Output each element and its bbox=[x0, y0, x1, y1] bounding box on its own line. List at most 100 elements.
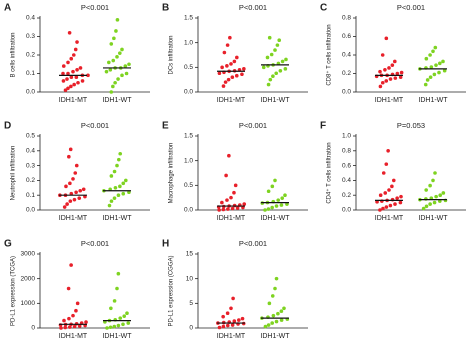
data-point bbox=[283, 193, 287, 197]
y-tick-label: 0.3 bbox=[26, 33, 35, 40]
data-point bbox=[386, 149, 390, 153]
data-point bbox=[388, 203, 393, 208]
data-point bbox=[395, 71, 400, 76]
data-point bbox=[270, 205, 274, 210]
data-point bbox=[72, 82, 76, 87]
x-tick-label: IDH1-WT bbox=[102, 333, 132, 340]
data-point bbox=[399, 194, 403, 199]
data-point bbox=[126, 321, 131, 325]
y-tick-label: 1.0 bbox=[184, 157, 193, 164]
data-point bbox=[118, 51, 122, 55]
p-value: P<0.001 bbox=[81, 239, 109, 248]
y-tick-label: 3000 bbox=[21, 251, 36, 258]
data-point bbox=[109, 174, 114, 178]
data-point bbox=[112, 299, 117, 303]
data-point bbox=[118, 184, 122, 189]
data-point bbox=[63, 325, 68, 330]
y-tick-label: 0.2 bbox=[342, 70, 351, 77]
data-point bbox=[225, 323, 230, 328]
panel-letter: E bbox=[162, 121, 169, 132]
data-point bbox=[274, 204, 279, 208]
data-point bbox=[122, 314, 127, 318]
data-point bbox=[217, 71, 222, 76]
y-axis-label: CD4⁺ T cells infiltration bbox=[326, 142, 333, 203]
data-point bbox=[78, 66, 83, 70]
y-tick-label: 0.5 bbox=[184, 182, 193, 189]
data-point bbox=[107, 203, 112, 208]
data-point bbox=[220, 65, 224, 70]
y-axis-label: B cells infiltration bbox=[11, 32, 17, 77]
data-point bbox=[64, 184, 68, 189]
data-point bbox=[221, 324, 226, 329]
data-point bbox=[266, 189, 271, 194]
data-point bbox=[117, 157, 121, 162]
data-point bbox=[230, 323, 235, 327]
data-point bbox=[227, 153, 231, 158]
data-point bbox=[393, 76, 398, 80]
data-point bbox=[242, 67, 246, 71]
data-point bbox=[77, 196, 82, 200]
data-point bbox=[378, 69, 382, 74]
data-point bbox=[112, 36, 116, 41]
data-point bbox=[221, 314, 225, 319]
data-point bbox=[384, 205, 389, 209]
data-point bbox=[109, 90, 114, 94]
y-tick-label: 1000 bbox=[21, 300, 36, 307]
data-point bbox=[125, 311, 129, 316]
data-point bbox=[231, 296, 235, 301]
data-point bbox=[73, 47, 78, 52]
data-point bbox=[115, 18, 120, 22]
data-point bbox=[380, 80, 385, 85]
x-tick-label: IDH1-WT bbox=[418, 215, 448, 222]
data-point bbox=[230, 206, 235, 211]
data-point bbox=[273, 48, 277, 52]
data-point bbox=[78, 188, 83, 193]
data-point bbox=[67, 316, 71, 321]
y-tick-label: 15 bbox=[186, 251, 194, 258]
data-point bbox=[116, 77, 120, 81]
data-point bbox=[109, 199, 114, 203]
y-tick-label: 0.4 bbox=[26, 15, 35, 22]
y-tick-label: 2000 bbox=[21, 275, 36, 282]
data-point bbox=[228, 35, 232, 40]
data-point bbox=[71, 69, 75, 74]
y-tick-label: 0.0 bbox=[26, 207, 35, 214]
data-point bbox=[62, 318, 66, 323]
data-point bbox=[424, 204, 429, 209]
data-point bbox=[69, 263, 73, 267]
data-point bbox=[65, 77, 69, 81]
data-point bbox=[120, 47, 124, 52]
data-point bbox=[378, 193, 383, 197]
data-point bbox=[113, 186, 118, 190]
data-point bbox=[217, 208, 221, 212]
data-point bbox=[432, 72, 437, 77]
panel-letter: F bbox=[320, 121, 326, 132]
y-tick-label: 0.0 bbox=[342, 207, 351, 214]
data-point bbox=[71, 177, 75, 181]
data-point bbox=[242, 202, 247, 206]
p-value: P<0.001 bbox=[81, 121, 109, 130]
data-point bbox=[273, 178, 277, 183]
data-point bbox=[118, 151, 123, 156]
data-point bbox=[429, 65, 434, 69]
data-point bbox=[217, 325, 222, 330]
data-point bbox=[266, 82, 271, 87]
data-point bbox=[428, 75, 433, 79]
y-tick-label: 0.5 bbox=[184, 64, 193, 71]
data-point bbox=[437, 70, 441, 75]
data-point bbox=[121, 322, 125, 327]
data-point bbox=[424, 188, 428, 192]
data-point bbox=[225, 311, 230, 316]
data-point bbox=[240, 72, 244, 77]
y-tick-label: 0.6 bbox=[342, 162, 351, 169]
data-point bbox=[393, 202, 397, 206]
data-point bbox=[384, 36, 389, 41]
data-point bbox=[384, 162, 389, 166]
data-point bbox=[265, 55, 270, 60]
data-point bbox=[233, 183, 238, 188]
data-point bbox=[230, 75, 235, 79]
data-point bbox=[71, 53, 76, 57]
data-point bbox=[67, 154, 71, 159]
data-point bbox=[77, 324, 82, 328]
data-point bbox=[279, 309, 284, 314]
